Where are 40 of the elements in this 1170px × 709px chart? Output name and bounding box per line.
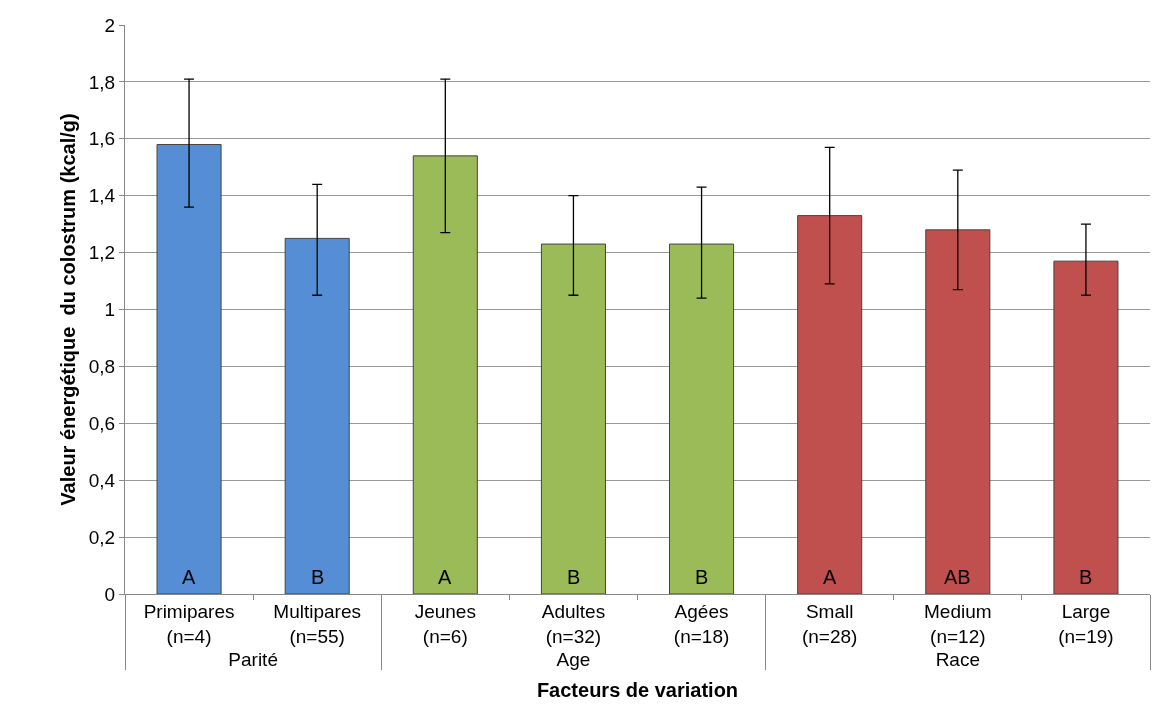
- annotation: B: [311, 566, 325, 588]
- y-tick-label: 1,4: [88, 185, 116, 207]
- x-tick-label: Medium (n=12): [924, 600, 992, 647]
- y-tick-label: 0,4: [88, 469, 116, 491]
- text: Race: [935, 648, 980, 670]
- y-tick-label: 0: [104, 583, 116, 605]
- text: Parité: [228, 648, 278, 670]
- annotation: B: [567, 566, 581, 588]
- y-tick-label: 0,8: [88, 356, 116, 378]
- y-tick-label: 1,2: [88, 242, 116, 264]
- y-tick-label: 0,2: [88, 526, 116, 548]
- y-tick-label: 1: [104, 299, 116, 321]
- y-tick-label: 1,8: [88, 71, 116, 93]
- annotation: A: [823, 566, 837, 588]
- y-axis-title: Valeur énergétique du colostrum (kcal/g): [57, 113, 79, 506]
- x-tick-label: Adultes (n=32): [541, 600, 606, 647]
- bar: [284, 237, 350, 594]
- bar: [925, 229, 991, 594]
- text: Age: [556, 648, 591, 670]
- annotation: A: [438, 566, 452, 588]
- annotation: A: [182, 566, 196, 588]
- y-tick-label: 2: [104, 14, 116, 36]
- x-tick-label: Multipares (n=55): [273, 600, 362, 647]
- bar: [669, 243, 735, 594]
- x-tick-label: Small (n=28): [801, 600, 858, 647]
- annotation: B: [1079, 566, 1093, 588]
- y-tick-label: 0,6: [88, 412, 116, 434]
- bar: [156, 143, 222, 594]
- x-tick-label: Agées (n=18): [673, 600, 730, 647]
- x-tick-label: Jeunes (n=6): [414, 600, 476, 647]
- x-axis-title: Facteurs de variation: [536, 679, 739, 701]
- bar: [540, 243, 606, 594]
- y-tick-label: 1,6: [88, 128, 116, 150]
- bar: [412, 155, 478, 594]
- x-tick-label: Primipares (n=4): [143, 600, 235, 647]
- annotation: AB: [944, 566, 971, 588]
- x-tick-label: Large (n=19): [1058, 600, 1114, 647]
- bar: [797, 215, 863, 594]
- bar: [1053, 260, 1119, 594]
- annotation: B: [695, 566, 709, 588]
